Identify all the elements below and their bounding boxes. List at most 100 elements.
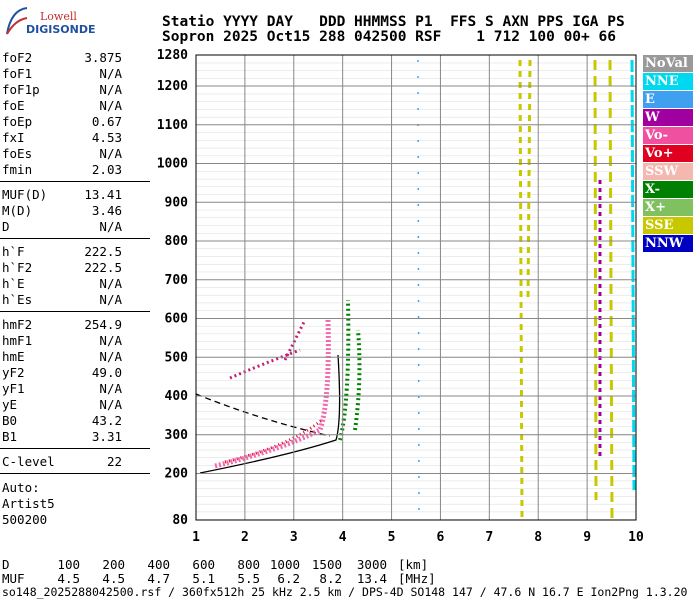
separator (0, 311, 150, 312)
param-name: h`F2 (2, 260, 33, 275)
y-tick-label: 700 (165, 273, 189, 288)
logo-line2: DIGISONDE (26, 23, 96, 36)
logo-line1: Lowell (40, 10, 77, 23)
logo-icon (6, 7, 28, 35)
row-value: 4.7 (147, 571, 170, 586)
param-value: 3.875 (84, 50, 122, 65)
y-tick-label: 300 (165, 428, 189, 443)
row-value: [km] (398, 557, 429, 572)
param-value: 22 (106, 454, 122, 469)
row-label: MUF (2, 571, 25, 586)
param-value: N/A (99, 397, 122, 412)
param-value: N/A (99, 276, 122, 291)
auto-text: Auto: (2, 480, 40, 495)
param-value: 4.53 (91, 130, 122, 145)
x-tick-label: 2 (241, 530, 249, 545)
param-value: 2.03 (91, 162, 122, 177)
row-value: 100 (57, 557, 80, 572)
row-value: 5.1 (192, 571, 215, 586)
plot-frame (195, 54, 637, 521)
row-value: 200 (102, 557, 125, 572)
param-value: 3.46 (91, 203, 122, 218)
param-name: h`F (2, 244, 25, 259)
param-value: N/A (99, 66, 122, 81)
y-tick-label: 800 (165, 234, 189, 249)
x-tick-label: 1 (192, 530, 200, 545)
param-value: N/A (99, 98, 122, 113)
param-value: N/A (99, 381, 122, 396)
y-tick-label: 1100 (157, 118, 188, 133)
param-value: 222.5 (84, 260, 122, 275)
param-value: N/A (99, 292, 122, 307)
separator (0, 238, 150, 239)
param-name: M(D) (2, 203, 33, 218)
header-row: Sopron 2025 Oct15 288 042500 RSF 1 712 1… (162, 29, 616, 45)
row-value: 8.2 (319, 571, 342, 586)
legend-item: NoVal (643, 55, 693, 72)
minor-grid (196, 55, 636, 520)
y-tick-label: 1280 (157, 48, 188, 63)
param-name: yF1 (2, 381, 25, 396)
y-tick-label: 400 (165, 389, 189, 404)
header-row: Statio YYYY DAY DDD HHMMSS P1 FFS S AXN … (162, 14, 625, 30)
param-value: 0.67 (91, 114, 122, 129)
row-value: 5.5 (237, 571, 260, 586)
param-name: foF1 (2, 66, 33, 81)
param-name: fmin (2, 162, 33, 177)
param-name: C-level (2, 454, 55, 469)
param-name: yF2 (2, 365, 25, 380)
param-value: 254.9 (84, 317, 122, 332)
x-tick-label: 5 (388, 530, 396, 545)
param-value: N/A (99, 349, 122, 364)
legend-item: W (643, 109, 693, 126)
param-name: foEp (2, 114, 33, 129)
legend-item: NNW (643, 235, 693, 252)
y-tick-label: 600 (165, 312, 189, 327)
y-tick-label: 200 (165, 467, 189, 482)
legend-item: X- (643, 181, 693, 198)
legend-item: NNE (643, 73, 693, 90)
param-name: hmE (2, 349, 25, 364)
x-tick-label: 7 (485, 530, 493, 545)
separator (0, 448, 150, 449)
y-tick-label: 1000 (157, 157, 188, 172)
param-name: foE (2, 98, 25, 113)
row-value: 13.4 (356, 571, 387, 586)
row-value: 600 (192, 557, 215, 572)
y-tick-label: 80 (172, 513, 188, 528)
param-value: 13.41 (84, 187, 122, 202)
y-tick-label: 1200 (157, 79, 188, 94)
param-name: MUF(D) (2, 187, 48, 202)
row-value: 1500 (311, 557, 342, 572)
legend-item: Vo- (643, 127, 693, 144)
row-value: 1000 (269, 557, 300, 572)
row-label: D (2, 557, 10, 572)
param-value: N/A (99, 146, 122, 161)
legend-item: Vo+ (643, 145, 693, 162)
param-name: h`Es (2, 292, 33, 307)
x-tick-label: 8 (534, 530, 542, 545)
x-tick-label: 9 (583, 530, 591, 545)
param-name: B0 (2, 413, 18, 428)
param-value: N/A (99, 333, 122, 348)
param-value: 3.31 (91, 429, 122, 444)
row-value: [MHz] (398, 571, 436, 586)
echo-traces (195, 59, 636, 521)
legend-item: SSE (643, 217, 693, 234)
auto-text: Artist5 (2, 496, 55, 511)
param-name: foF2 (2, 50, 33, 65)
param-name: hmF1 (2, 333, 33, 348)
y-tick-label: 900 (165, 195, 189, 210)
param-name: h`E (2, 276, 25, 291)
param-name: foEs (2, 146, 33, 161)
param-name: yE (2, 397, 18, 412)
row-value: 4.5 (102, 571, 125, 586)
file-info: so148_2025288042500.rsf / 360fx512h 25 k… (2, 585, 688, 599)
legend-item: SSW (643, 163, 693, 180)
ionogram-plot: 8020030040050060070080090010001100120012… (157, 48, 644, 545)
row-value: 400 (147, 557, 170, 572)
param-value: N/A (99, 82, 122, 97)
y-tick-label: 500 (165, 350, 189, 365)
row-value: 3000 (356, 557, 387, 572)
x-tick-label: 6 (437, 530, 445, 545)
